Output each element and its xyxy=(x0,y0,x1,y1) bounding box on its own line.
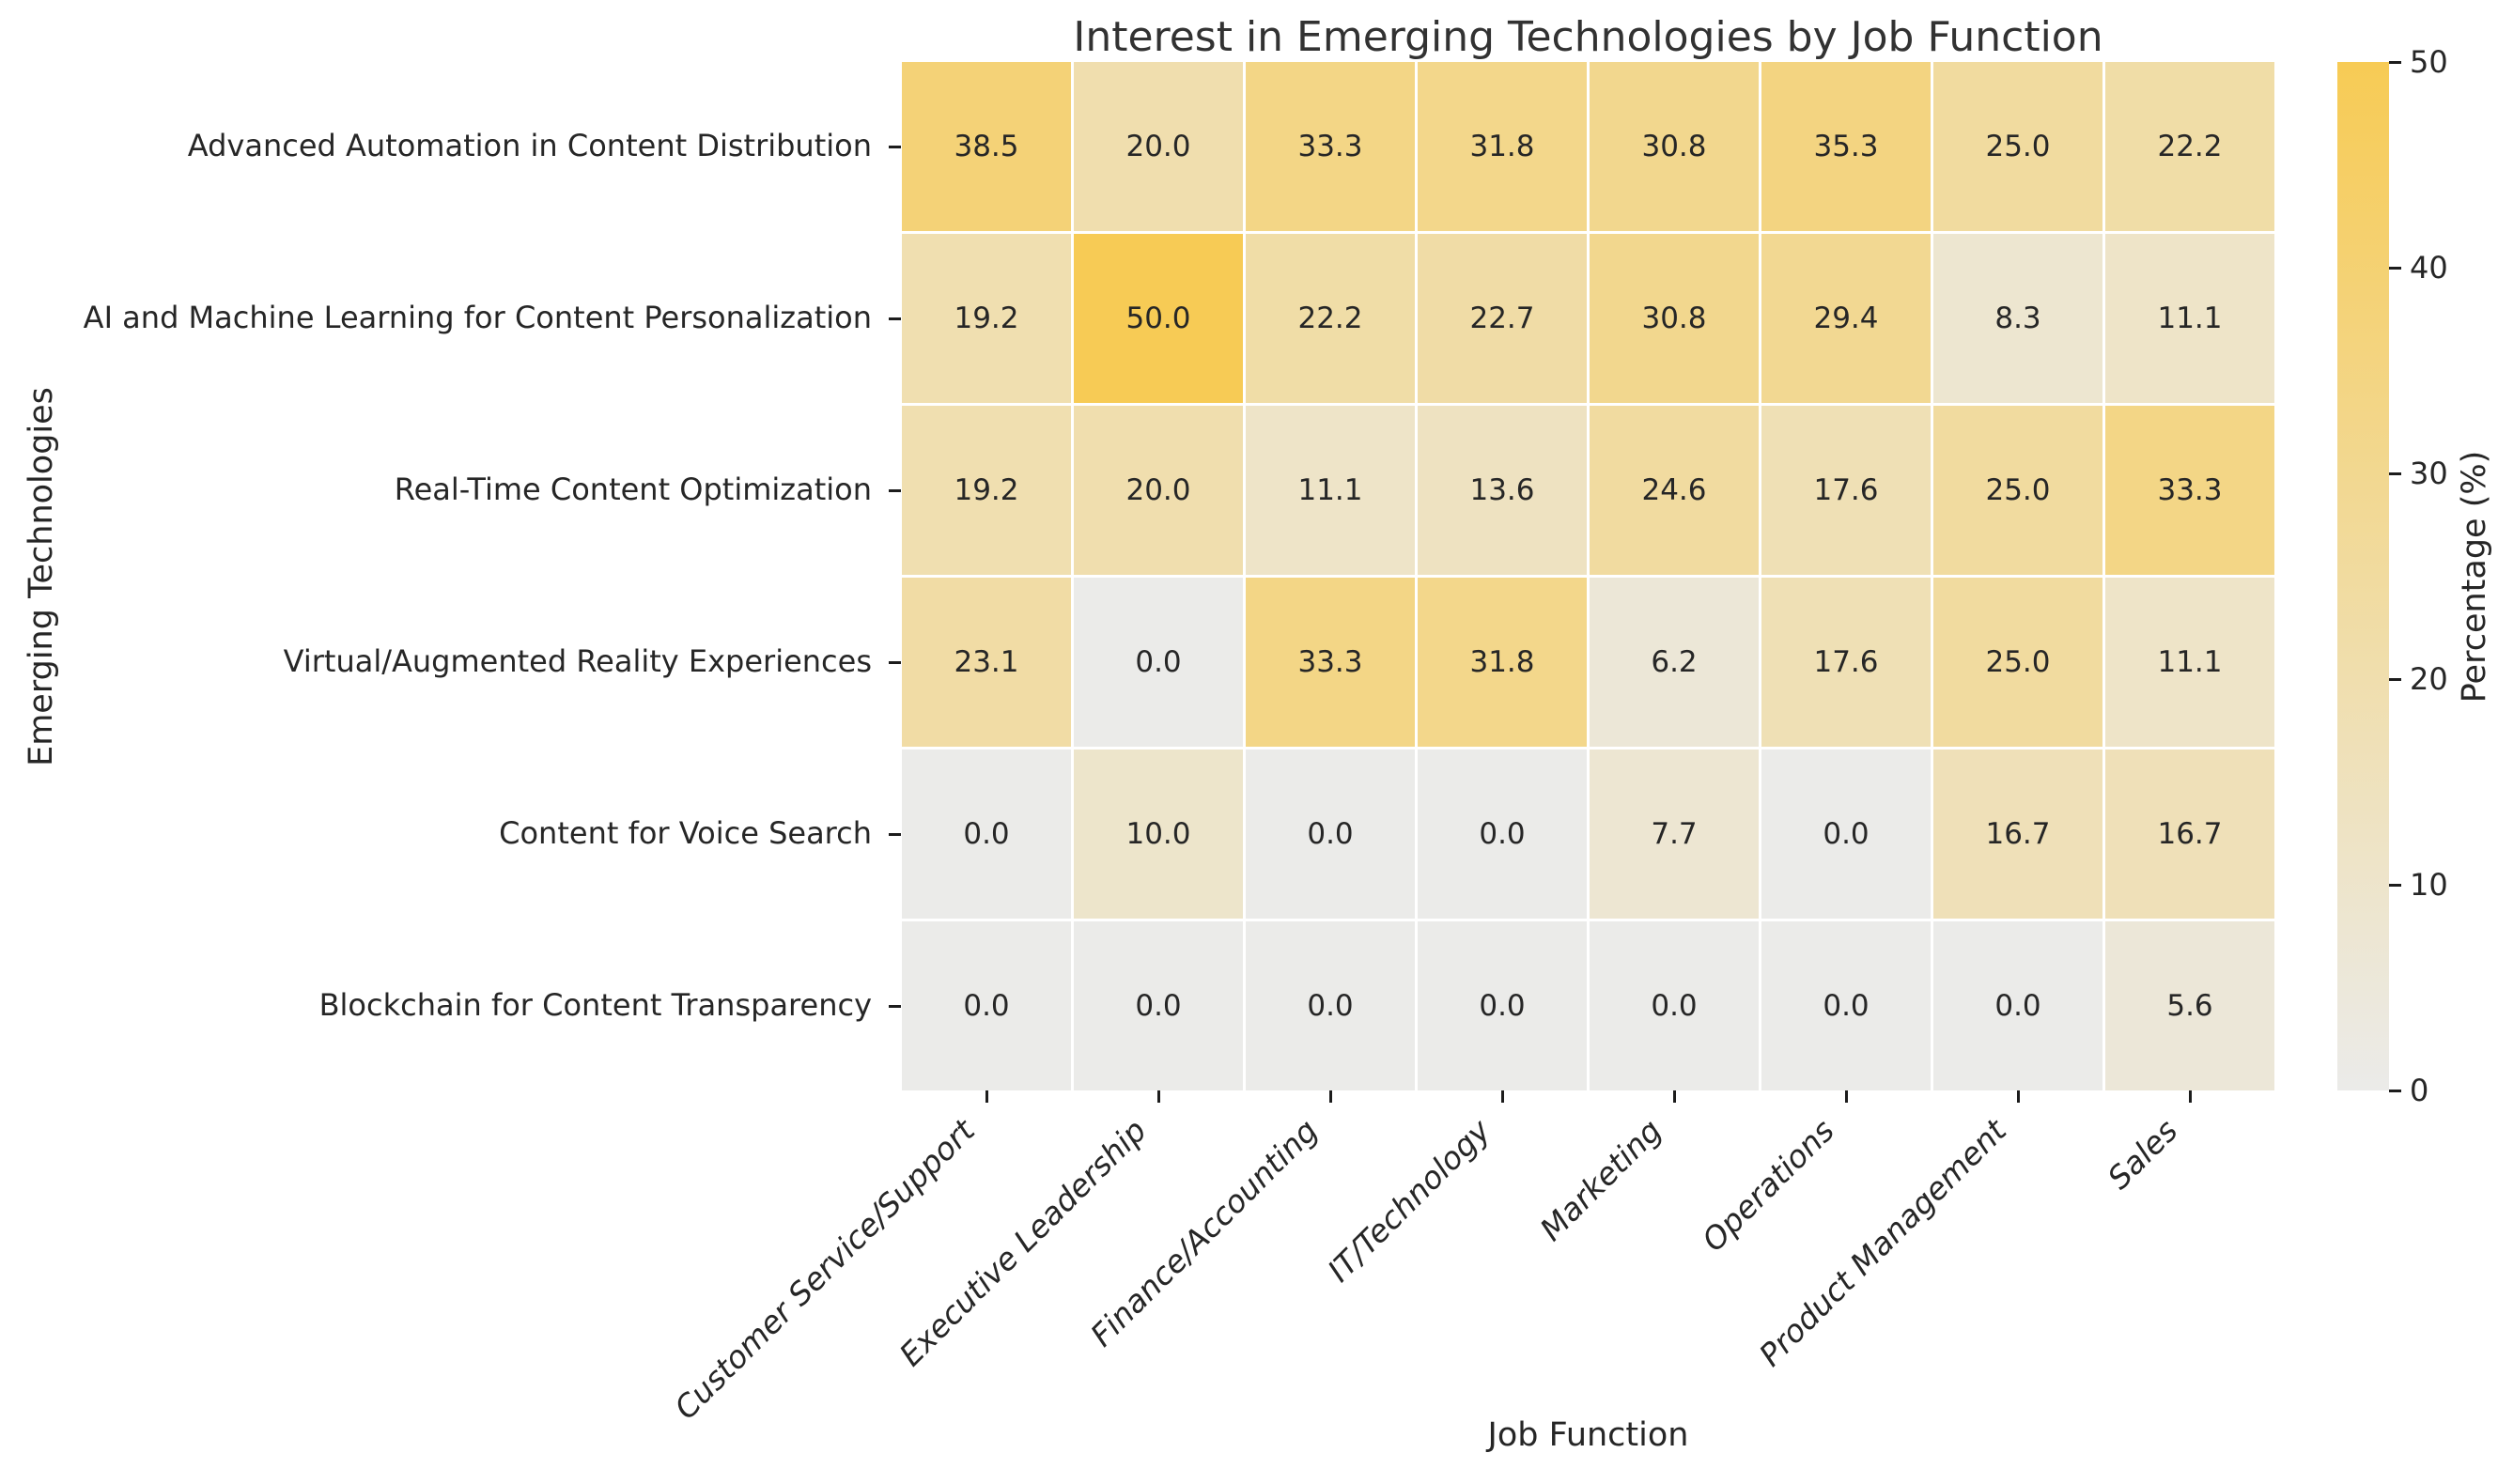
heatmap-cell: 7.7 xyxy=(1590,750,1759,919)
x-tick-mark xyxy=(985,1090,988,1103)
heatmap-cell: 19.2 xyxy=(902,234,1071,403)
heatmap-cell: 25.0 xyxy=(1933,406,2102,575)
heatmap-cell: 0.0 xyxy=(1246,750,1415,919)
y-tick-mark xyxy=(889,145,901,148)
heatmap-cell: 22.2 xyxy=(2105,62,2274,231)
heatmap-cell: 24.6 xyxy=(1590,406,1759,575)
heatmap-cell: 0.0 xyxy=(1074,921,1243,1090)
y-tick-label: Virtual/Augmented Reality Experiences xyxy=(283,643,872,680)
colorbar-tick-mark xyxy=(2389,677,2401,681)
heatmap-cell: 0.0 xyxy=(1418,921,1587,1090)
heatmap-cell: 11.1 xyxy=(1246,406,1415,575)
x-tick-mark xyxy=(1844,1090,1848,1103)
heatmap-cell: 17.6 xyxy=(1761,578,1931,747)
y-tick-mark xyxy=(889,1004,901,1008)
x-tick-label: Marketing xyxy=(1532,1112,1669,1248)
x-tick-mark xyxy=(2016,1090,2020,1103)
colorbar-title: Percentage (%) xyxy=(2456,450,2493,703)
heatmap-cell: 50.0 xyxy=(1074,234,1243,403)
heatmap-cell: 33.3 xyxy=(2105,406,2274,575)
y-tick-mark xyxy=(889,317,901,320)
y-tick-mark xyxy=(889,832,901,836)
colorbar-tick-mark xyxy=(2389,883,2401,887)
x-tick-mark xyxy=(1500,1090,1504,1103)
y-tick-label: Advanced Automation in Content Distribut… xyxy=(187,128,872,164)
heatmap-cell: 0.0 xyxy=(1933,921,2102,1090)
heatmap-cell: 22.7 xyxy=(1418,234,1587,403)
heatmap-cell: 30.8 xyxy=(1590,62,1759,231)
y-axis-title: Emerging Technologies xyxy=(23,386,60,766)
heatmap-cell: 0.0 xyxy=(1761,921,1931,1090)
colorbar-tick-mark xyxy=(2389,1089,2401,1092)
heatmap-cell: 10.0 xyxy=(1074,750,1243,919)
colorbar-tick-mark xyxy=(2389,471,2401,475)
colorbar-tick-label: 40 xyxy=(2410,250,2448,286)
x-tick-label: Sales xyxy=(2100,1112,2185,1197)
heatmap-cell: 25.0 xyxy=(1933,62,2102,231)
heatmap-cell: 17.6 xyxy=(1761,406,1931,575)
colorbar-tick-mark xyxy=(2389,60,2401,64)
colorbar-tick-mark xyxy=(2389,266,2401,270)
heatmap-cell: 8.3 xyxy=(1933,234,2102,403)
colorbar-gradient xyxy=(2337,62,2389,1090)
chart-title: Interest in Emerging Technologies by Job… xyxy=(1073,13,2103,61)
colorbar-tick-label: 30 xyxy=(2410,456,2448,491)
heatmap-cell: 0.0 xyxy=(1246,921,1415,1090)
heatmap-cell: 0.0 xyxy=(1761,750,1931,919)
heatmap-cell: 25.0 xyxy=(1933,578,2102,747)
heatmap-cell: 6.2 xyxy=(1590,578,1759,747)
y-tick-label: AI and Machine Learning for Content Pers… xyxy=(83,300,872,336)
heatmap-cell: 20.0 xyxy=(1074,62,1243,231)
x-tick-label: Customer Service/Support xyxy=(666,1112,982,1427)
y-tick-mark xyxy=(889,488,901,492)
heatmap-cell: 20.0 xyxy=(1074,406,1243,575)
heatmap-cell: 31.8 xyxy=(1418,62,1587,231)
x-tick-mark xyxy=(2188,1090,2192,1103)
y-tick-label: Blockchain for Content Transparency xyxy=(318,987,872,1024)
heatmap-cell: 0.0 xyxy=(902,921,1071,1090)
heatmap-cell: 22.2 xyxy=(1246,234,1415,403)
heatmap-cell: 5.6 xyxy=(2105,921,2274,1090)
x-tick-mark xyxy=(1328,1090,1332,1103)
x-tick-label: IT/Technology xyxy=(1320,1112,1497,1290)
heatmap-cell: 33.3 xyxy=(1246,578,1415,747)
heatmap-cell: 0.0 xyxy=(1590,921,1759,1090)
colorbar-tick-label: 50 xyxy=(2410,44,2448,80)
heatmap-cell: 30.8 xyxy=(1590,234,1759,403)
x-tick-mark xyxy=(1156,1090,1160,1103)
y-tick-label: Real-Time Content Optimization xyxy=(394,471,872,508)
heatmap-cell: 0.0 xyxy=(1074,578,1243,747)
y-tick-mark xyxy=(889,660,901,664)
heatmap-cell: 38.5 xyxy=(902,62,1071,231)
heatmap-cell: 0.0 xyxy=(902,750,1071,919)
heatmap-cell: 0.0 xyxy=(1418,750,1587,919)
heatmap-cell: 35.3 xyxy=(1761,62,1931,231)
x-axis-title: Job Function xyxy=(1487,1416,1689,1454)
heatmap-cell: 31.8 xyxy=(1418,578,1587,747)
colorbar-tick-label: 20 xyxy=(2410,661,2448,697)
x-tick-mark xyxy=(1672,1090,1676,1103)
heatmap-cell: 23.1 xyxy=(902,578,1071,747)
colorbar-tick-label: 10 xyxy=(2410,867,2448,903)
heatmap-cell: 11.1 xyxy=(2105,234,2274,403)
heatmap-cell: 13.6 xyxy=(1418,406,1587,575)
heatmap-cell: 19.2 xyxy=(902,406,1071,575)
heatmap-cell: 33.3 xyxy=(1246,62,1415,231)
colorbar-tick-label: 0 xyxy=(2410,1073,2429,1108)
heatmap-cell: 29.4 xyxy=(1761,234,1931,403)
y-tick-label: Content for Voice Search xyxy=(499,815,872,852)
heatmap-cell: 16.7 xyxy=(2105,750,2274,919)
heatmap-cell: 16.7 xyxy=(1933,750,2102,919)
x-tick-label: Operations xyxy=(1694,1112,1841,1259)
heatmap-grid: 38.5 20.0 33.3 31.8 30.8 35.3 25.0 22.2 19.2 50.0… xyxy=(902,62,2274,1090)
heatmap-cell: 11.1 xyxy=(2105,578,2274,747)
